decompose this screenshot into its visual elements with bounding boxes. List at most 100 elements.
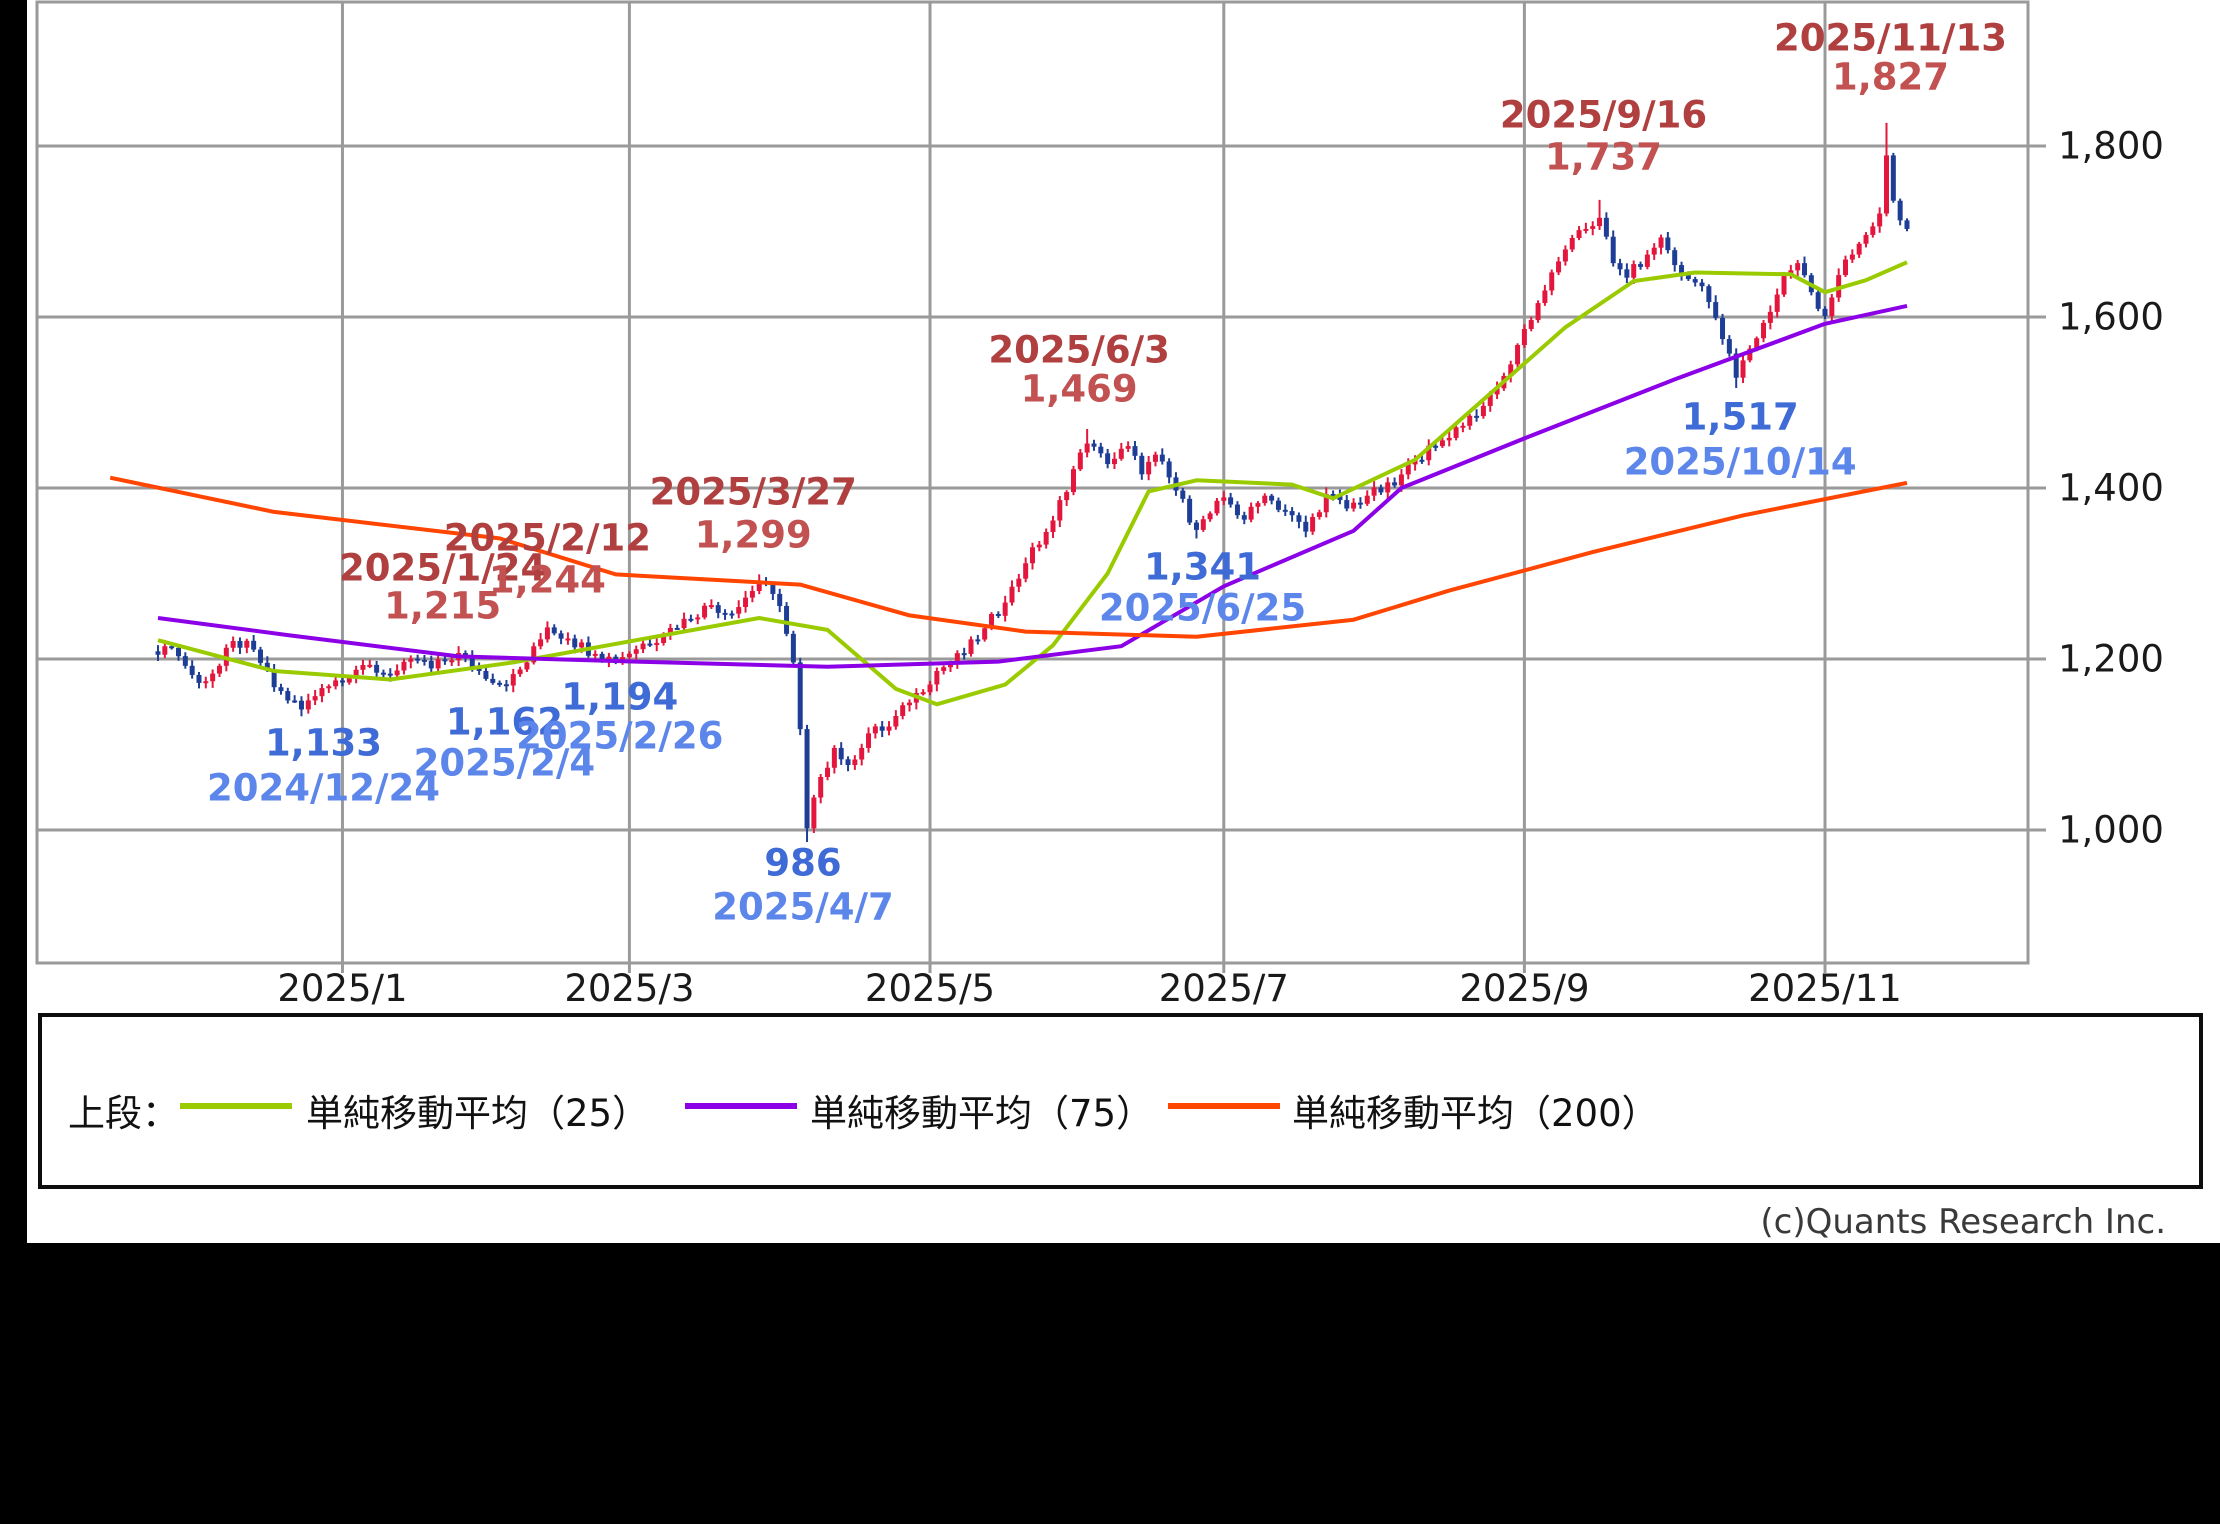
candle-body bbox=[319, 688, 325, 697]
candle-body bbox=[1009, 586, 1015, 603]
candle-body bbox=[182, 656, 188, 666]
candle-body bbox=[421, 659, 427, 662]
candle-body bbox=[1426, 445, 1432, 461]
candle-body bbox=[1849, 254, 1855, 260]
candle-body bbox=[305, 700, 311, 710]
candle-body bbox=[995, 613, 1001, 616]
low-annotation-line1: 1,194 bbox=[561, 676, 678, 719]
ma25-line bbox=[157, 260, 1908, 707]
candle-body bbox=[661, 634, 667, 643]
candle-body bbox=[230, 641, 236, 648]
candle-body bbox=[749, 591, 755, 598]
x-tick-label: 2025/1 bbox=[277, 967, 407, 1010]
low-annotation-line1: 986 bbox=[764, 842, 841, 885]
y-tick-label: 1,800 bbox=[2058, 125, 2164, 168]
candle-body bbox=[1487, 394, 1493, 406]
candle-body bbox=[1132, 446, 1138, 456]
candle-body bbox=[1439, 440, 1445, 447]
candle-body bbox=[1207, 513, 1213, 520]
candle-body bbox=[1050, 520, 1056, 532]
candle-body bbox=[688, 618, 694, 621]
candle-body bbox=[1829, 297, 1835, 317]
x-tick-label: 2025/5 bbox=[865, 967, 995, 1010]
low-annotation-line1: 1,341 bbox=[1144, 546, 1261, 589]
candle-body bbox=[1699, 282, 1705, 287]
candle-body bbox=[1515, 345, 1521, 365]
candle-body bbox=[968, 639, 974, 654]
candle-body bbox=[162, 646, 168, 655]
candle-body bbox=[210, 673, 216, 682]
ma75-line bbox=[157, 303, 1908, 669]
candle-body bbox=[1248, 506, 1254, 520]
candle-body bbox=[483, 670, 489, 679]
candle-body bbox=[1057, 500, 1063, 521]
candle-body bbox=[859, 747, 865, 760]
candle-body bbox=[640, 643, 646, 650]
candle-body bbox=[804, 729, 810, 829]
high-annotation-line2: 1,737 bbox=[1545, 136, 1662, 179]
candle-body bbox=[1344, 500, 1350, 509]
legend-prefix-label: 上段： bbox=[68, 1092, 179, 1135]
candle-body bbox=[1282, 509, 1288, 512]
candle-body bbox=[394, 670, 400, 676]
candle-body bbox=[1870, 226, 1876, 235]
candle-body bbox=[264, 662, 270, 670]
legend-item-ma200: 単純移動平均（200） bbox=[1292, 1092, 1659, 1135]
candle-body bbox=[743, 597, 749, 608]
ma200-line bbox=[109, 475, 1908, 639]
candle-body bbox=[831, 747, 837, 768]
candle-body bbox=[1241, 515, 1247, 520]
candle-body bbox=[285, 691, 291, 701]
candle-body bbox=[927, 684, 933, 693]
copyright-text: (c)Quants Research Inc. bbox=[1760, 1202, 2166, 1242]
candle-body bbox=[1351, 502, 1357, 509]
candlestick-chart: 1,800 1,600 1,400 1,200 1,000 2025/1 2025/3 202… bbox=[35, 0, 2164, 1010]
candle-body bbox=[797, 662, 803, 730]
candle-body bbox=[169, 646, 175, 649]
candle-body bbox=[298, 700, 304, 710]
candle-body bbox=[756, 581, 762, 592]
high-annotation-line1: 2025/1/24 bbox=[339, 547, 546, 590]
candle-body bbox=[1139, 455, 1145, 475]
candle-body bbox=[367, 664, 373, 667]
candle-body bbox=[271, 669, 277, 688]
candle-body bbox=[155, 651, 161, 655]
candle-body bbox=[1303, 521, 1309, 532]
candle-body bbox=[1310, 516, 1316, 532]
low-annotation-line2: 2025/2/26 bbox=[516, 715, 723, 758]
candle-body bbox=[1603, 217, 1609, 237]
candle-body bbox=[1064, 492, 1070, 501]
candle-body bbox=[1528, 320, 1534, 329]
candle-body bbox=[551, 627, 557, 634]
candle-body bbox=[1706, 286, 1712, 303]
high-annotation-line1: 2025/11/13 bbox=[1774, 17, 2007, 60]
candle-body bbox=[196, 674, 202, 683]
candle-body bbox=[1269, 495, 1275, 501]
candle-body bbox=[599, 653, 605, 661]
candle-body bbox=[702, 605, 708, 618]
candle-body bbox=[982, 628, 988, 640]
candle-body bbox=[1446, 437, 1452, 441]
candle-body bbox=[1152, 454, 1158, 462]
candle-body bbox=[1255, 503, 1261, 507]
candle-body bbox=[654, 642, 660, 645]
candle-body bbox=[1029, 547, 1035, 564]
candle-body bbox=[818, 776, 824, 798]
candle-body bbox=[1125, 446, 1131, 449]
y-tick-label: 1,600 bbox=[2058, 296, 2164, 339]
candle-body bbox=[715, 605, 721, 613]
candle-body bbox=[1043, 531, 1049, 545]
y-tick-label: 1,400 bbox=[2058, 467, 2164, 510]
ma75-line-swatch bbox=[685, 1103, 797, 1109]
low-annotation-line2: 2025/4/7 bbox=[712, 886, 894, 929]
low-annotation-line2: 2025/10/14 bbox=[1624, 441, 1857, 484]
candle-body bbox=[1638, 264, 1644, 267]
candle-body bbox=[729, 613, 735, 616]
candle-body bbox=[1036, 544, 1042, 548]
candle-body bbox=[312, 696, 318, 701]
candle-body bbox=[1726, 339, 1732, 354]
candle-body bbox=[1692, 279, 1698, 283]
candle-body bbox=[1624, 269, 1630, 278]
candle-body bbox=[490, 678, 496, 683]
candle-body bbox=[1856, 243, 1862, 255]
